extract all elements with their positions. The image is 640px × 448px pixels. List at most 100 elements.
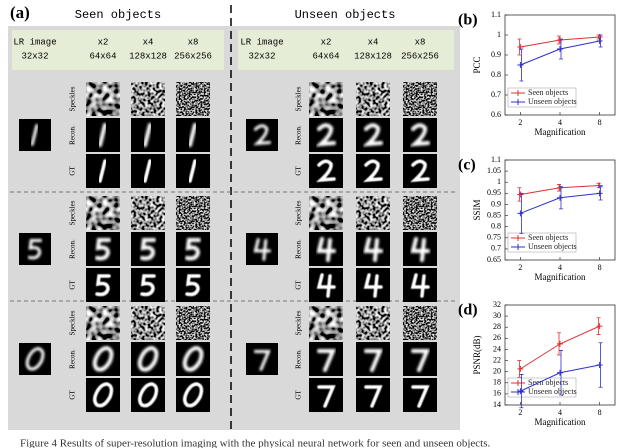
legend-swatch	[511, 99, 525, 105]
y-axis-label: SSIM	[472, 199, 482, 220]
row-label: Speckles	[295, 310, 303, 335]
image-tile	[356, 378, 390, 412]
digit	[138, 382, 159, 408]
y-tick-label: 1.1	[491, 155, 501, 164]
image-tile	[176, 196, 210, 230]
speckle	[356, 82, 390, 116]
speckle	[86, 82, 120, 116]
image-tile	[176, 82, 210, 116]
point-marker	[557, 194, 563, 201]
speckle	[356, 196, 390, 230]
image-frame	[403, 154, 437, 188]
row-label: Speckles	[69, 86, 77, 111]
panel-label: (a)	[10, 3, 30, 22]
header-strip	[238, 30, 454, 70]
y-tick-label: 0.8	[491, 221, 501, 230]
point-marker	[596, 362, 603, 368]
digit	[411, 349, 431, 372]
column-header: x2	[98, 37, 109, 47]
header-strip	[12, 30, 224, 70]
legend-swatch	[511, 244, 525, 250]
column-header: 128x128	[129, 51, 167, 61]
digit	[98, 159, 107, 183]
digit	[410, 273, 430, 298]
image-tile	[356, 154, 390, 188]
digit	[185, 238, 201, 261]
image-tile	[131, 306, 165, 340]
speckle	[131, 82, 165, 116]
y-tick-label: 32	[493, 300, 501, 309]
digit	[183, 382, 204, 408]
point-marker	[557, 37, 563, 43]
point-marker	[557, 46, 563, 52]
lr-image	[19, 233, 51, 265]
row-label: Speckles	[69, 310, 77, 335]
legend-label: Unseen objects	[528, 242, 577, 251]
y-tick-label: 0.9	[491, 199, 501, 208]
row-label: GT	[295, 390, 303, 400]
panel-label: (d)	[458, 302, 478, 319]
column-header: x8	[415, 37, 426, 47]
digit	[137, 346, 159, 372]
digit	[140, 238, 156, 261]
image-tile	[403, 232, 437, 266]
image-tile	[86, 342, 120, 376]
row-label: Recon.	[295, 125, 303, 145]
image-tile	[176, 306, 210, 340]
point-marker	[596, 323, 603, 330]
digit	[315, 123, 336, 147]
y-tick-label: 22	[493, 355, 501, 364]
point-marker	[596, 38, 603, 44]
panel-label: (c)	[458, 157, 476, 174]
x-tick-label: 2	[518, 408, 522, 417]
speckle	[309, 196, 343, 230]
digit	[317, 349, 337, 372]
image-tile	[86, 268, 120, 302]
digit	[253, 124, 272, 146]
row-label: Speckles	[295, 200, 303, 225]
row-label: Speckles	[69, 200, 77, 225]
row-label: Recon.	[295, 349, 303, 369]
image-tile	[356, 306, 390, 340]
point-marker	[596, 182, 603, 189]
digit	[364, 385, 383, 408]
y-tick-label: 1	[497, 30, 501, 39]
digit	[95, 274, 111, 297]
image-tile	[131, 196, 165, 230]
digit	[411, 385, 430, 408]
image-tile	[176, 154, 210, 188]
legend-label: Seen objects	[528, 378, 568, 387]
image-tile	[86, 306, 120, 340]
point-marker	[517, 62, 524, 68]
digit	[140, 274, 156, 297]
speckle	[176, 196, 210, 230]
legend-swatch	[511, 90, 525, 96]
y-tick-label: 18	[493, 378, 501, 387]
image-tile	[403, 306, 437, 340]
row-label: GT	[295, 166, 303, 176]
digit	[188, 123, 197, 147]
digit	[143, 123, 152, 147]
x-tick-label: 2	[518, 118, 522, 127]
speckle	[86, 306, 120, 340]
x-tick-label: 8	[598, 118, 602, 127]
image-frame	[309, 154, 343, 188]
column-header: 32x32	[248, 51, 275, 61]
image-tile	[309, 268, 343, 302]
column-header: 256x256	[174, 51, 212, 61]
y-tick-label: 28	[493, 322, 501, 331]
row-label: Recon.	[69, 125, 77, 145]
image-tile	[176, 378, 210, 412]
image-tile	[403, 118, 437, 152]
image-frame	[403, 268, 437, 302]
row-label: Recon.	[295, 239, 303, 259]
image-frame	[356, 268, 390, 302]
y-tick-label: 30	[493, 311, 501, 320]
digit	[253, 349, 271, 371]
digit	[95, 238, 111, 261]
image-frame	[246, 119, 278, 151]
digit	[362, 123, 383, 147]
point-marker	[557, 340, 563, 347]
image-tile	[86, 196, 120, 230]
y-tick-label: 0.7	[491, 90, 501, 99]
